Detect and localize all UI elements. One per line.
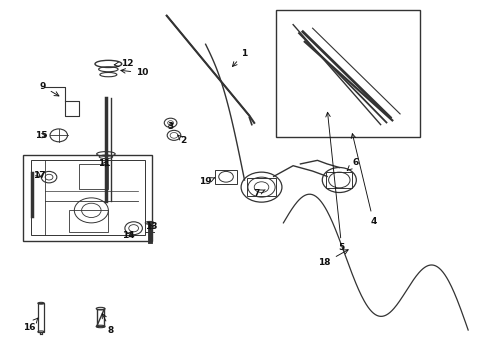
Bar <box>215 170 237 184</box>
Text: 2: 2 <box>178 135 186 145</box>
Text: 15: 15 <box>35 131 47 140</box>
Bar <box>69 210 108 232</box>
Bar <box>30 160 144 235</box>
Text: 19: 19 <box>199 177 214 186</box>
Text: 17: 17 <box>33 171 45 180</box>
Bar <box>79 164 108 189</box>
Bar <box>38 303 44 332</box>
Bar <box>23 155 152 241</box>
Text: 8: 8 <box>102 314 114 335</box>
Text: 14: 14 <box>122 231 135 240</box>
Text: 11: 11 <box>98 159 110 168</box>
Bar <box>276 10 419 137</box>
Text: 1: 1 <box>232 49 247 67</box>
Text: 10: 10 <box>121 68 148 77</box>
Bar <box>325 172 352 188</box>
Text: 5: 5 <box>325 112 344 252</box>
Bar <box>246 178 276 196</box>
Text: 18: 18 <box>318 250 347 267</box>
Text: 4: 4 <box>350 134 376 226</box>
Text: 3: 3 <box>167 122 173 131</box>
Text: 7: 7 <box>253 189 264 198</box>
Text: 6: 6 <box>346 158 358 170</box>
Text: 12: 12 <box>114 59 133 68</box>
Text: 13: 13 <box>144 222 157 231</box>
Text: 9: 9 <box>40 82 59 96</box>
Text: 16: 16 <box>23 318 38 332</box>
